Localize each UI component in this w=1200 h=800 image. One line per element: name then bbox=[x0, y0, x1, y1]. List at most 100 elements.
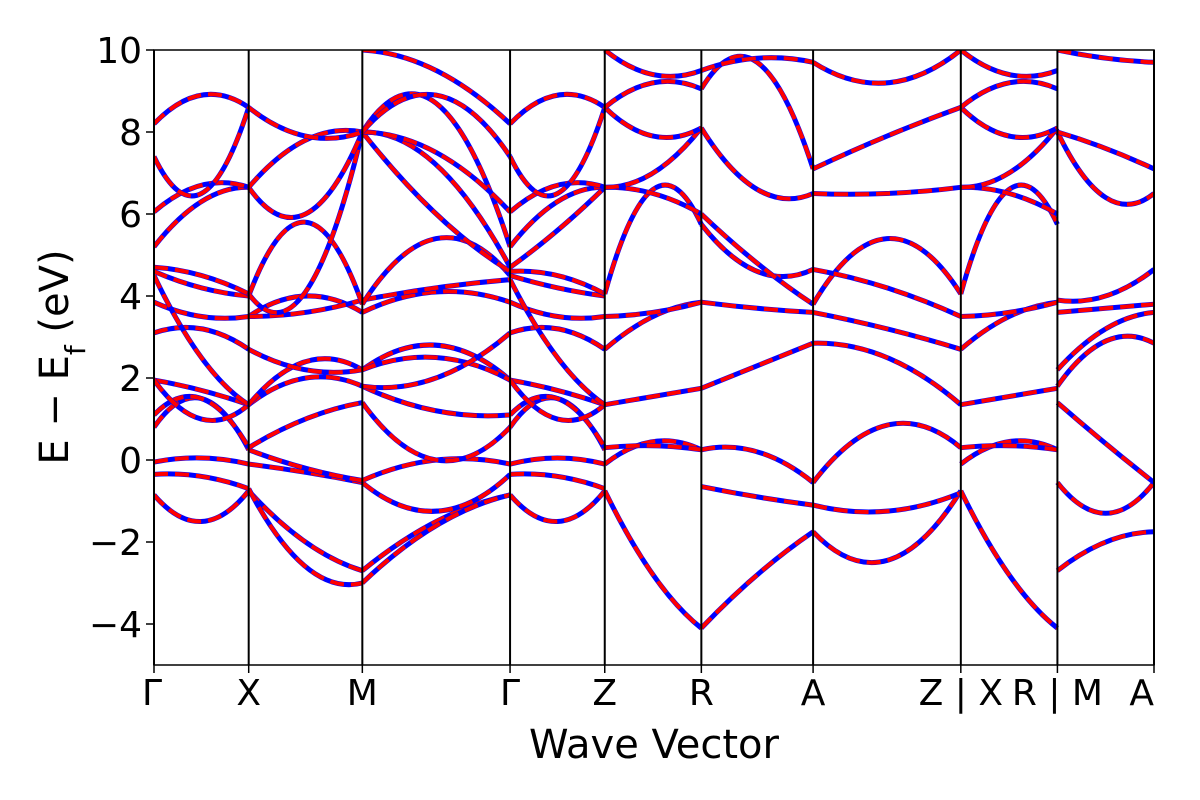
band-line-dashed-seg7-b2 bbox=[960, 443, 1058, 452]
band-line-dashed-seg3-b12 bbox=[508, 185, 607, 269]
band-line-dashed-seg0-b12 bbox=[154, 185, 249, 249]
band-line-dashed-seg5-b1 bbox=[700, 484, 814, 508]
band-line-solid-seg6-b8 bbox=[812, 105, 962, 172]
band-line-dashed-seg1-b9 bbox=[248, 298, 363, 319]
y-tick-label-1: −2 bbox=[89, 523, 142, 564]
band-line-dashed-seg5-b3 bbox=[700, 341, 814, 391]
y-tick-label-4: 4 bbox=[119, 277, 142, 318]
band-line-dashed-seg1-b11 bbox=[247, 131, 365, 315]
band-line-dashed-seg0-b1 bbox=[154, 471, 250, 491]
band-line-dashed-seg7-b3 bbox=[960, 386, 1058, 407]
band-line-dashed-seg2-b7 bbox=[361, 355, 512, 382]
band-line-dashed-seg0-b11 bbox=[154, 265, 250, 296]
x-tick-label-3: Γ bbox=[500, 673, 520, 714]
band-line-dashed-seg1-b10 bbox=[246, 220, 365, 305]
x-tick-label-2: M bbox=[347, 673, 378, 714]
band-line-dashed-seg2-b8 bbox=[362, 331, 512, 390]
band-line-dashed-seg0-b8 bbox=[154, 300, 249, 321]
band-line-dashed-seg4-b8 bbox=[604, 126, 703, 190]
band-line-dashed-seg8-b2 bbox=[1056, 401, 1154, 485]
band-line-solid-seg3-b0 bbox=[508, 489, 607, 525]
band-line-dashed-seg2-b11 bbox=[360, 235, 512, 306]
band-line-dashed-seg5-b4 bbox=[701, 300, 814, 315]
band-line-dashed-seg5-b2 bbox=[700, 445, 815, 485]
y-tick-label-3: 2 bbox=[119, 359, 142, 400]
band-line-dashed-seg3-b8 bbox=[509, 300, 606, 321]
band-line-dashed-seg4-b11 bbox=[603, 50, 703, 79]
band-line-dashed-seg3-b1 bbox=[509, 471, 606, 491]
band-line-dashed-seg4-b5 bbox=[604, 300, 702, 319]
band-line-dashed-seg6-b7 bbox=[813, 185, 962, 197]
x-tick-label-5: R bbox=[689, 673, 714, 714]
band-line-dashed-seg8-b4 bbox=[1055, 310, 1154, 372]
band-line-dashed-seg5-b7 bbox=[699, 126, 814, 201]
band-line-solid-seg2-b17 bbox=[362, 50, 512, 126]
band-line-dashed-seg5-b5 bbox=[699, 223, 814, 279]
band-line-dashed-seg0-b14 bbox=[154, 106, 251, 198]
band-line-dashed-seg0-b2 bbox=[154, 455, 250, 467]
x-tick-label-9: A bbox=[1129, 673, 1154, 714]
band-line-dashed-seg2-b1 bbox=[360, 492, 511, 585]
x-tick-label-4: Z bbox=[592, 673, 617, 714]
band-line-dashed-seg0-b5 bbox=[154, 378, 250, 407]
band-line-dashed-seg4-b9 bbox=[603, 105, 703, 140]
band-line-dashed-seg5-b0 bbox=[699, 530, 815, 630]
band-line-dashed-seg5-b8 bbox=[699, 54, 816, 170]
y-tick-label-2: 0 bbox=[119, 441, 142, 482]
band-line-dashed-seg7-b4 bbox=[959, 300, 1058, 351]
band-line-dashed-seg8-b3 bbox=[1055, 334, 1154, 388]
x-tick-label-0: Γ bbox=[142, 673, 162, 714]
band-line-dashed-seg2-b9 bbox=[361, 289, 511, 315]
band-line-solid-seg8-b1 bbox=[1055, 480, 1154, 516]
band-line-dashed-seg7-b6 bbox=[958, 183, 1060, 295]
band-line-dashed-seg7-b1 bbox=[959, 438, 1059, 466]
y-tick-label-0: −4 bbox=[89, 605, 142, 646]
band-line-dashed-seg7-b0 bbox=[959, 489, 1059, 630]
band-line-dashed-seg5-b9 bbox=[700, 55, 814, 73]
band-line-dashed-seg7-b11 bbox=[959, 50, 1059, 79]
band-line-dashed-seg6-b4 bbox=[812, 310, 962, 352]
band-line-dashed-seg6-b1 bbox=[812, 490, 962, 514]
band-line-dashed-seg2-b16 bbox=[360, 92, 512, 158]
y-axis-label: E − Ef (eV) bbox=[32, 249, 92, 464]
band-line-dashed-seg4-b1 bbox=[603, 438, 703, 466]
band-line-dashed-seg6-b9 bbox=[812, 50, 963, 86]
band-line-dashed-seg1-b4 bbox=[247, 400, 363, 450]
band-line-dashed-seg0-b15 bbox=[154, 92, 250, 126]
band-line-dashed-seg1-b12 bbox=[247, 131, 365, 220]
band-line-dashed-seg1-b2 bbox=[248, 462, 363, 485]
band-line-dashed-seg3-b13 bbox=[508, 185, 605, 249]
band-line-dashed-seg0-b10 bbox=[154, 269, 249, 298]
band-line-dashed-seg8-b5 bbox=[1057, 302, 1154, 315]
band-line-dashed-seg0-b4 bbox=[154, 394, 251, 449]
band-line-dashed-seg7-b5 bbox=[960, 300, 1058, 319]
band-line-dashed-seg6-b2 bbox=[811, 421, 963, 484]
y-tick-label-5: 6 bbox=[119, 195, 142, 236]
band-line-dashed-seg8-b7 bbox=[1055, 131, 1154, 207]
y-tick-label-6: 8 bbox=[119, 113, 142, 154]
band-line-dashed-seg3-b10 bbox=[509, 273, 606, 298]
x-tick-label-6: A bbox=[801, 673, 826, 714]
band-line-dashed-seg3-b9 bbox=[508, 278, 606, 407]
band-curves bbox=[154, 50, 1154, 631]
y-axis-ticks: −4 −2 0 2 4 6 8 10 bbox=[89, 31, 154, 646]
band-line-dashed-seg3-b5 bbox=[509, 378, 606, 407]
band-line-dashed-seg1-b6 bbox=[247, 356, 364, 406]
band-line-dashed-seg8-b8 bbox=[1056, 130, 1154, 171]
band-line-dashed-seg6-b3 bbox=[813, 341, 963, 407]
band-line-dashed-seg6-b0 bbox=[811, 489, 963, 565]
band-line-dashed-seg7-b10 bbox=[959, 79, 1059, 109]
band-line-dashed-seg1-b5 bbox=[247, 374, 364, 407]
band-line-dashed-seg8-b0 bbox=[1056, 529, 1154, 573]
band-line-dashed-seg1-b7 bbox=[247, 347, 363, 375]
band-line-dashed-seg8-b6 bbox=[1057, 267, 1154, 304]
x-tick-label-7: Z | X bbox=[919, 673, 1003, 714]
band-line-dashed-seg3-b11 bbox=[509, 269, 606, 296]
band-line-dashed-seg2-b13 bbox=[362, 129, 512, 269]
band-line-dashed-seg4-b2 bbox=[604, 443, 702, 452]
x-tick-label-1: X bbox=[236, 673, 261, 714]
band-line-dashed-seg4-b10 bbox=[603, 79, 703, 109]
band-line-dashed-seg1-b0 bbox=[247, 489, 363, 573]
